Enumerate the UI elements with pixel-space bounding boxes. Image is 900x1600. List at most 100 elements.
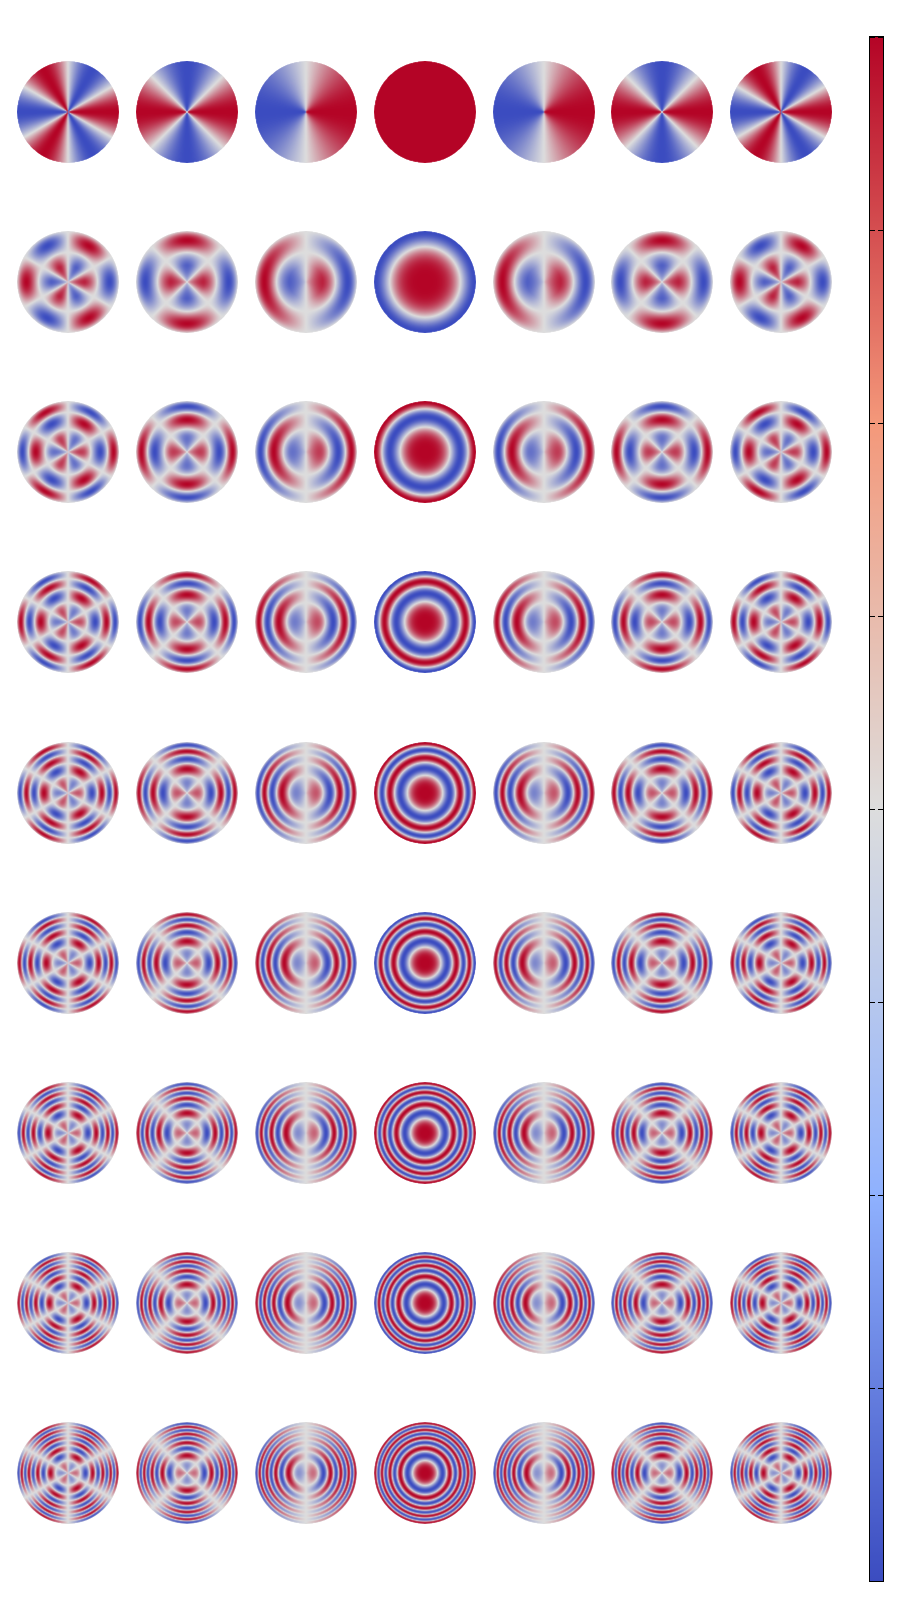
mode-plot-n6-m-1 — [255, 1082, 357, 1184]
mode-canvas — [493, 912, 595, 1014]
mode-plot-n4-m-3 — [17, 742, 119, 844]
mode-plot-n3-m-1 — [255, 571, 357, 673]
mode-canvas — [374, 571, 476, 673]
mode-canvas — [136, 1252, 238, 1354]
mode-plot-n3-m3 — [730, 571, 832, 673]
mode-canvas — [255, 1252, 357, 1354]
mode-canvas — [17, 742, 119, 844]
mode-plot-n7-m2 — [611, 1252, 713, 1354]
mode-canvas — [611, 571, 713, 673]
mode-plot-n8-m1 — [493, 1422, 595, 1524]
mode-canvas — [611, 742, 713, 844]
mode-canvas — [17, 1082, 119, 1184]
mode-plot-n1-m-1 — [255, 231, 357, 333]
mode-canvas — [136, 912, 238, 1014]
mode-canvas — [17, 1252, 119, 1354]
colorbar-tick — [870, 1002, 875, 1003]
colorbar-tick — [878, 1195, 883, 1196]
colorbar-tick — [870, 809, 875, 810]
mode-plot-n7-m-1 — [255, 1252, 357, 1354]
mode-canvas — [255, 231, 357, 333]
mode-canvas — [493, 1252, 595, 1354]
colorbar-tick — [870, 1195, 875, 1196]
colorbar-tick — [878, 423, 883, 424]
mode-canvas — [136, 231, 238, 333]
mode-plot-n2-m1 — [493, 401, 595, 503]
mode-canvas — [730, 61, 832, 163]
mode-canvas — [255, 1082, 357, 1184]
mode-plot-n3-m-3 — [17, 571, 119, 673]
mode-plot-n5-m-1 — [255, 912, 357, 1014]
mode-plot-n4-m1 — [493, 742, 595, 844]
mode-canvas — [611, 231, 713, 333]
mode-plot-n5-m-2 — [136, 912, 238, 1014]
mode-plot-n8-m2 — [611, 1422, 713, 1524]
mode-canvas — [374, 1422, 476, 1524]
mode-canvas — [730, 571, 832, 673]
mode-canvas — [493, 401, 595, 503]
mode-canvas — [136, 742, 238, 844]
mode-canvas — [136, 1422, 238, 1524]
mode-canvas — [136, 401, 238, 503]
mode-plot-n5-m3 — [730, 912, 832, 1014]
mode-plot-n4-m-1 — [255, 742, 357, 844]
mode-canvas — [611, 1252, 713, 1354]
mode-plot-n2-m-1 — [255, 401, 357, 503]
mode-plot-n2-m2 — [611, 401, 713, 503]
mode-plot-n8-m-1 — [255, 1422, 357, 1524]
mode-plot-n1-m-3 — [17, 231, 119, 333]
colorbar-tick — [878, 37, 883, 38]
mode-canvas — [730, 1252, 832, 1354]
mode-canvas — [17, 401, 119, 503]
mode-plot-n5-m-3 — [17, 912, 119, 1014]
mode-canvas — [374, 231, 476, 333]
mode-plot-n7-m1 — [493, 1252, 595, 1354]
colorbar-tick — [878, 1002, 883, 1003]
mode-canvas — [493, 1422, 595, 1524]
mode-plot-n4-m0 — [374, 742, 476, 844]
mode-canvas — [611, 1422, 713, 1524]
mode-canvas — [136, 571, 238, 673]
mode-plot-n6-m3 — [730, 1082, 832, 1184]
mode-plot-n0-m1 — [493, 61, 595, 163]
colorbar-tick — [878, 1581, 883, 1582]
mode-canvas — [136, 1082, 238, 1184]
mode-canvas — [17, 571, 119, 673]
mode-plot-n7-m-2 — [136, 1252, 238, 1354]
mode-plot-n5-m1 — [493, 912, 595, 1014]
mode-canvas — [255, 571, 357, 673]
mode-plot-n3-m2 — [611, 571, 713, 673]
mode-plot-n6-m1 — [493, 1082, 595, 1184]
mode-canvas — [730, 401, 832, 503]
mode-plot-n1-m1 — [493, 231, 595, 333]
mode-canvas — [730, 912, 832, 1014]
mode-plot-n0-m-2 — [136, 61, 238, 163]
mode-plot-n7-m0 — [374, 1252, 476, 1354]
mode-canvas — [17, 61, 119, 163]
mode-canvas — [374, 742, 476, 844]
mode-canvas — [493, 61, 595, 163]
mode-plot-n0-m-3 — [17, 61, 119, 163]
mode-plot-n6-m2 — [611, 1082, 713, 1184]
colorbar — [869, 36, 884, 1582]
colorbar-tick — [878, 230, 883, 231]
mode-canvas — [493, 571, 595, 673]
mode-plot-n3-m0 — [374, 571, 476, 673]
mode-plot-n6-m-3 — [17, 1082, 119, 1184]
mode-plot-n2-m-2 — [136, 401, 238, 503]
mode-plot-n0-m0 — [374, 61, 476, 163]
mode-canvas — [255, 61, 357, 163]
colorbar-tick — [870, 37, 875, 38]
mode-plot-n0-m2 — [611, 61, 713, 163]
colorbar-tick — [870, 1388, 875, 1389]
mode-canvas — [17, 231, 119, 333]
mode-canvas — [17, 1422, 119, 1524]
mode-canvas — [374, 1252, 476, 1354]
mode-canvas — [374, 912, 476, 1014]
mode-plot-n1-m0 — [374, 231, 476, 333]
mode-plot-n3-m-2 — [136, 571, 238, 673]
colorbar-tick — [870, 1581, 875, 1582]
mode-plot-n8-m3 — [730, 1422, 832, 1524]
mode-plot-n1-m2 — [611, 231, 713, 333]
mode-canvas — [255, 742, 357, 844]
